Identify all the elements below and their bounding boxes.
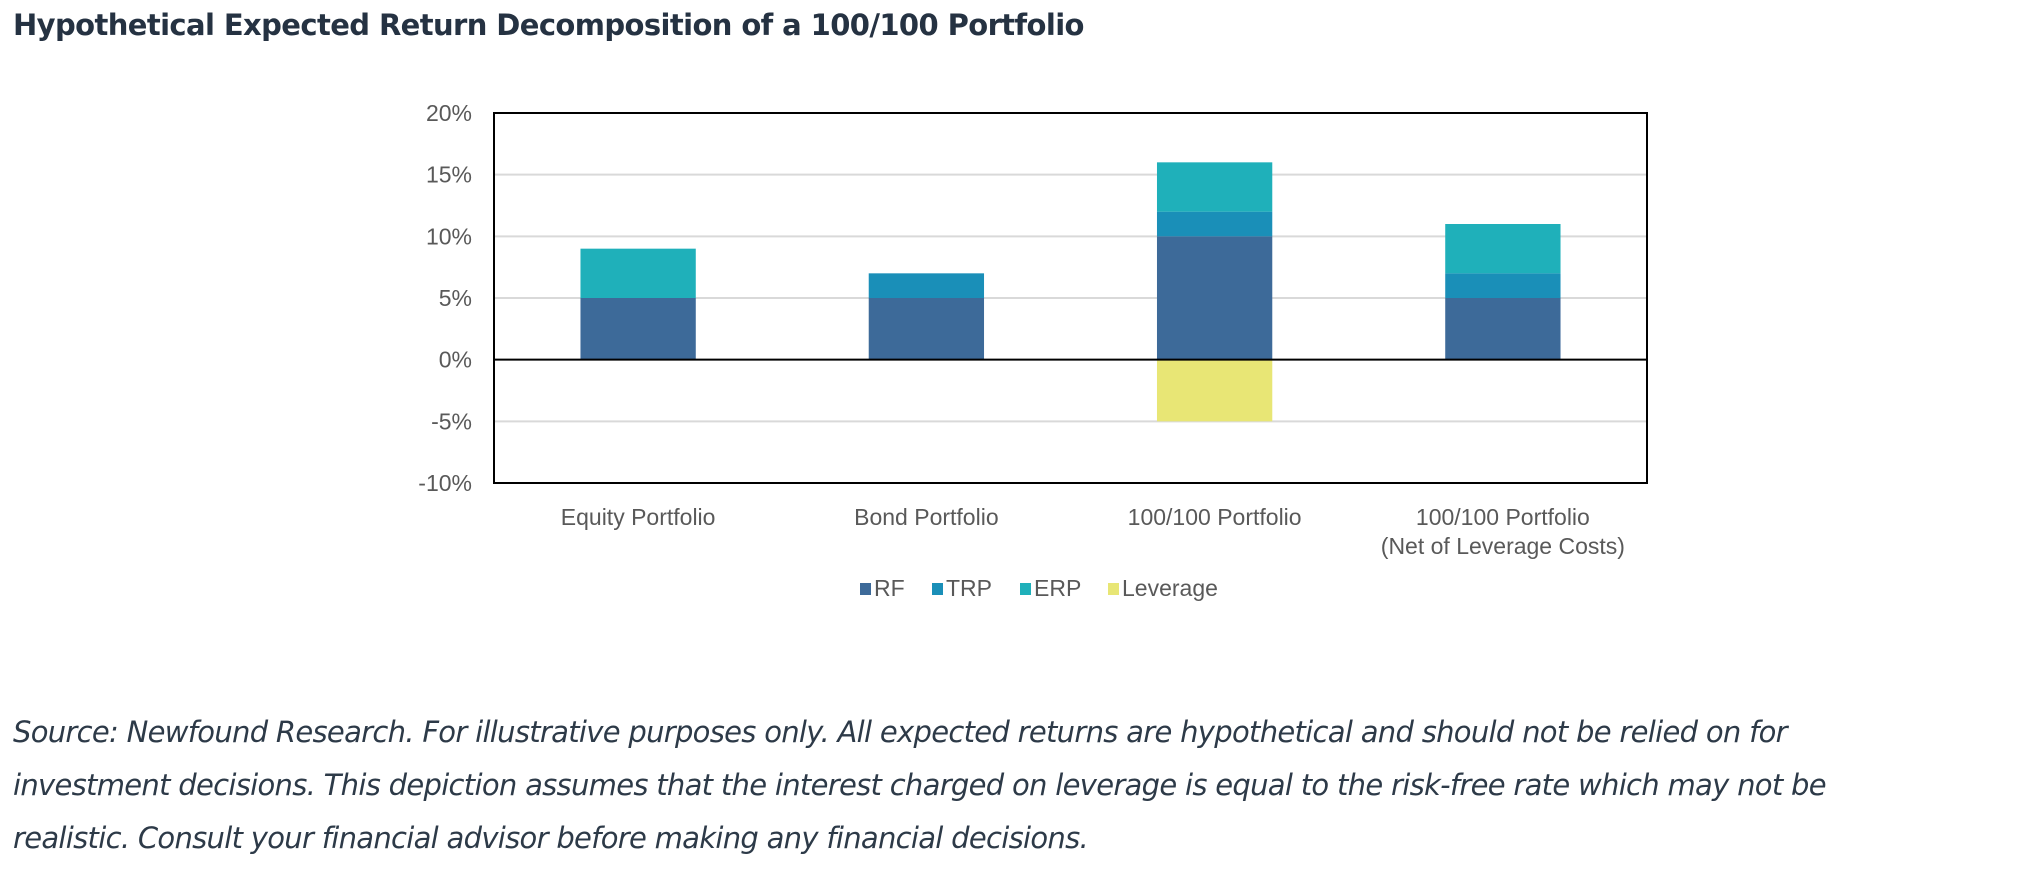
bar-segment-rf [1156,236,1273,360]
bar-segment-trp [1156,211,1273,237]
y-tick-label: 10% [426,223,472,249]
bar-segment-trp [1445,273,1561,298]
x-tick-label: 100/100 Portfolio [1128,504,1302,530]
legend-label-erp: ERP [1034,575,1081,601]
x-tick-label: (Net of Leverage Costs) [1381,533,1625,559]
legend-swatch-erp [1020,583,1031,595]
bar-segment-rf [580,298,696,360]
legend-label-leverage: Leverage [1122,575,1218,601]
y-tick-label: 5% [439,285,472,311]
bar-segment-leverage [1156,359,1273,422]
source-caption: Source: Newfound Research. For illustrat… [13,706,2033,865]
x-tick-label: Bond Portfolio [854,504,998,530]
caption-line: Source: Newfound Research. For illustrat… [13,715,1788,749]
caption-line: investment decisions. This depiction ass… [13,768,1827,802]
bar-segment-rf [868,298,985,360]
bar-segment-erp [1156,162,1273,212]
bar-segment-trp [868,273,985,298]
legend-label-rf: RF [874,575,905,601]
x-tick-label: 100/100 Portfolio [1416,504,1590,530]
bar-segment-rf [1445,298,1561,360]
y-axis: -10% -5% 0% 5% 10% 15% 20% [418,100,472,496]
chart-title: Hypothetical Expected Return Decompositi… [13,8,1084,42]
bar-segment-erp [1445,224,1561,274]
legend-swatch-trp [932,583,943,595]
y-tick-label: 0% [439,347,472,373]
bars [580,162,1561,422]
x-tick-label: Equity Portfolio [561,504,716,530]
legend-label-trp: TRP [946,575,992,601]
bar-segment-erp [580,248,696,298]
y-tick-label: 15% [426,162,472,188]
plot-frame [493,112,1648,484]
plot-border [493,112,1648,484]
y-tick-label: 20% [426,100,472,126]
stacked-bar-chart: -10% -5% 0% 5% 10% 15% 20% Equity Portfolio Bon… [418,100,1648,601]
y-tick-label: -10% [418,470,472,496]
legend: RF TRP ERP Leverage [860,575,1218,601]
legend-swatch-rf [860,583,871,595]
legend-swatch-leverage [1108,583,1119,595]
y-tick-label: -5% [431,408,472,434]
x-axis: Equity Portfolio Bond Portfolio 100/100 Po… [561,504,1625,559]
caption-line: realistic. Consult your financial adviso… [13,821,1089,855]
